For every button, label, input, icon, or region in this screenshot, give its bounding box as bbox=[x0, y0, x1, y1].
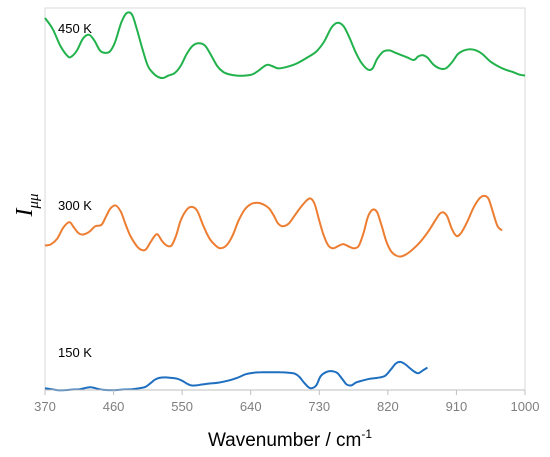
series-line-150-k bbox=[44, 360, 428, 392]
y-axis-label-subscript: μμ bbox=[26, 193, 42, 210]
y-axis-label-text: I bbox=[12, 208, 38, 218]
x-tick-label: 1000 bbox=[511, 399, 540, 414]
series-label-450-k: 450 K bbox=[58, 21, 92, 36]
x-axis-label: Wavenumber / cm-1 bbox=[208, 427, 372, 451]
x-axis-label-text: Wavenumber / cm bbox=[208, 430, 361, 451]
y-axis-label: Iμμ bbox=[12, 193, 42, 218]
series-line-300-k bbox=[44, 194, 503, 258]
series-line-450-k bbox=[44, 11, 526, 80]
plot-frame bbox=[44, 7, 526, 391]
x-tick-label: 820 bbox=[377, 399, 399, 414]
series-label-300-k: 300 K bbox=[58, 198, 92, 213]
series-label-150-k: 150 K bbox=[58, 345, 92, 360]
x-tick-label: 730 bbox=[308, 399, 330, 414]
x-axis: 370 460 550 640 730 820 910 1000 bbox=[34, 389, 540, 414]
x-tick-label: 550 bbox=[171, 399, 193, 414]
x-axis-label-superscript: -1 bbox=[361, 427, 372, 441]
x-tick-label: 370 bbox=[34, 399, 56, 414]
plot-area bbox=[44, 7, 526, 391]
x-tick-label: 460 bbox=[103, 399, 125, 414]
x-tick-label: 910 bbox=[446, 399, 468, 414]
x-tick-label: 640 bbox=[240, 399, 262, 414]
series-layer: 450 K 300 K 150 K bbox=[44, 11, 526, 392]
